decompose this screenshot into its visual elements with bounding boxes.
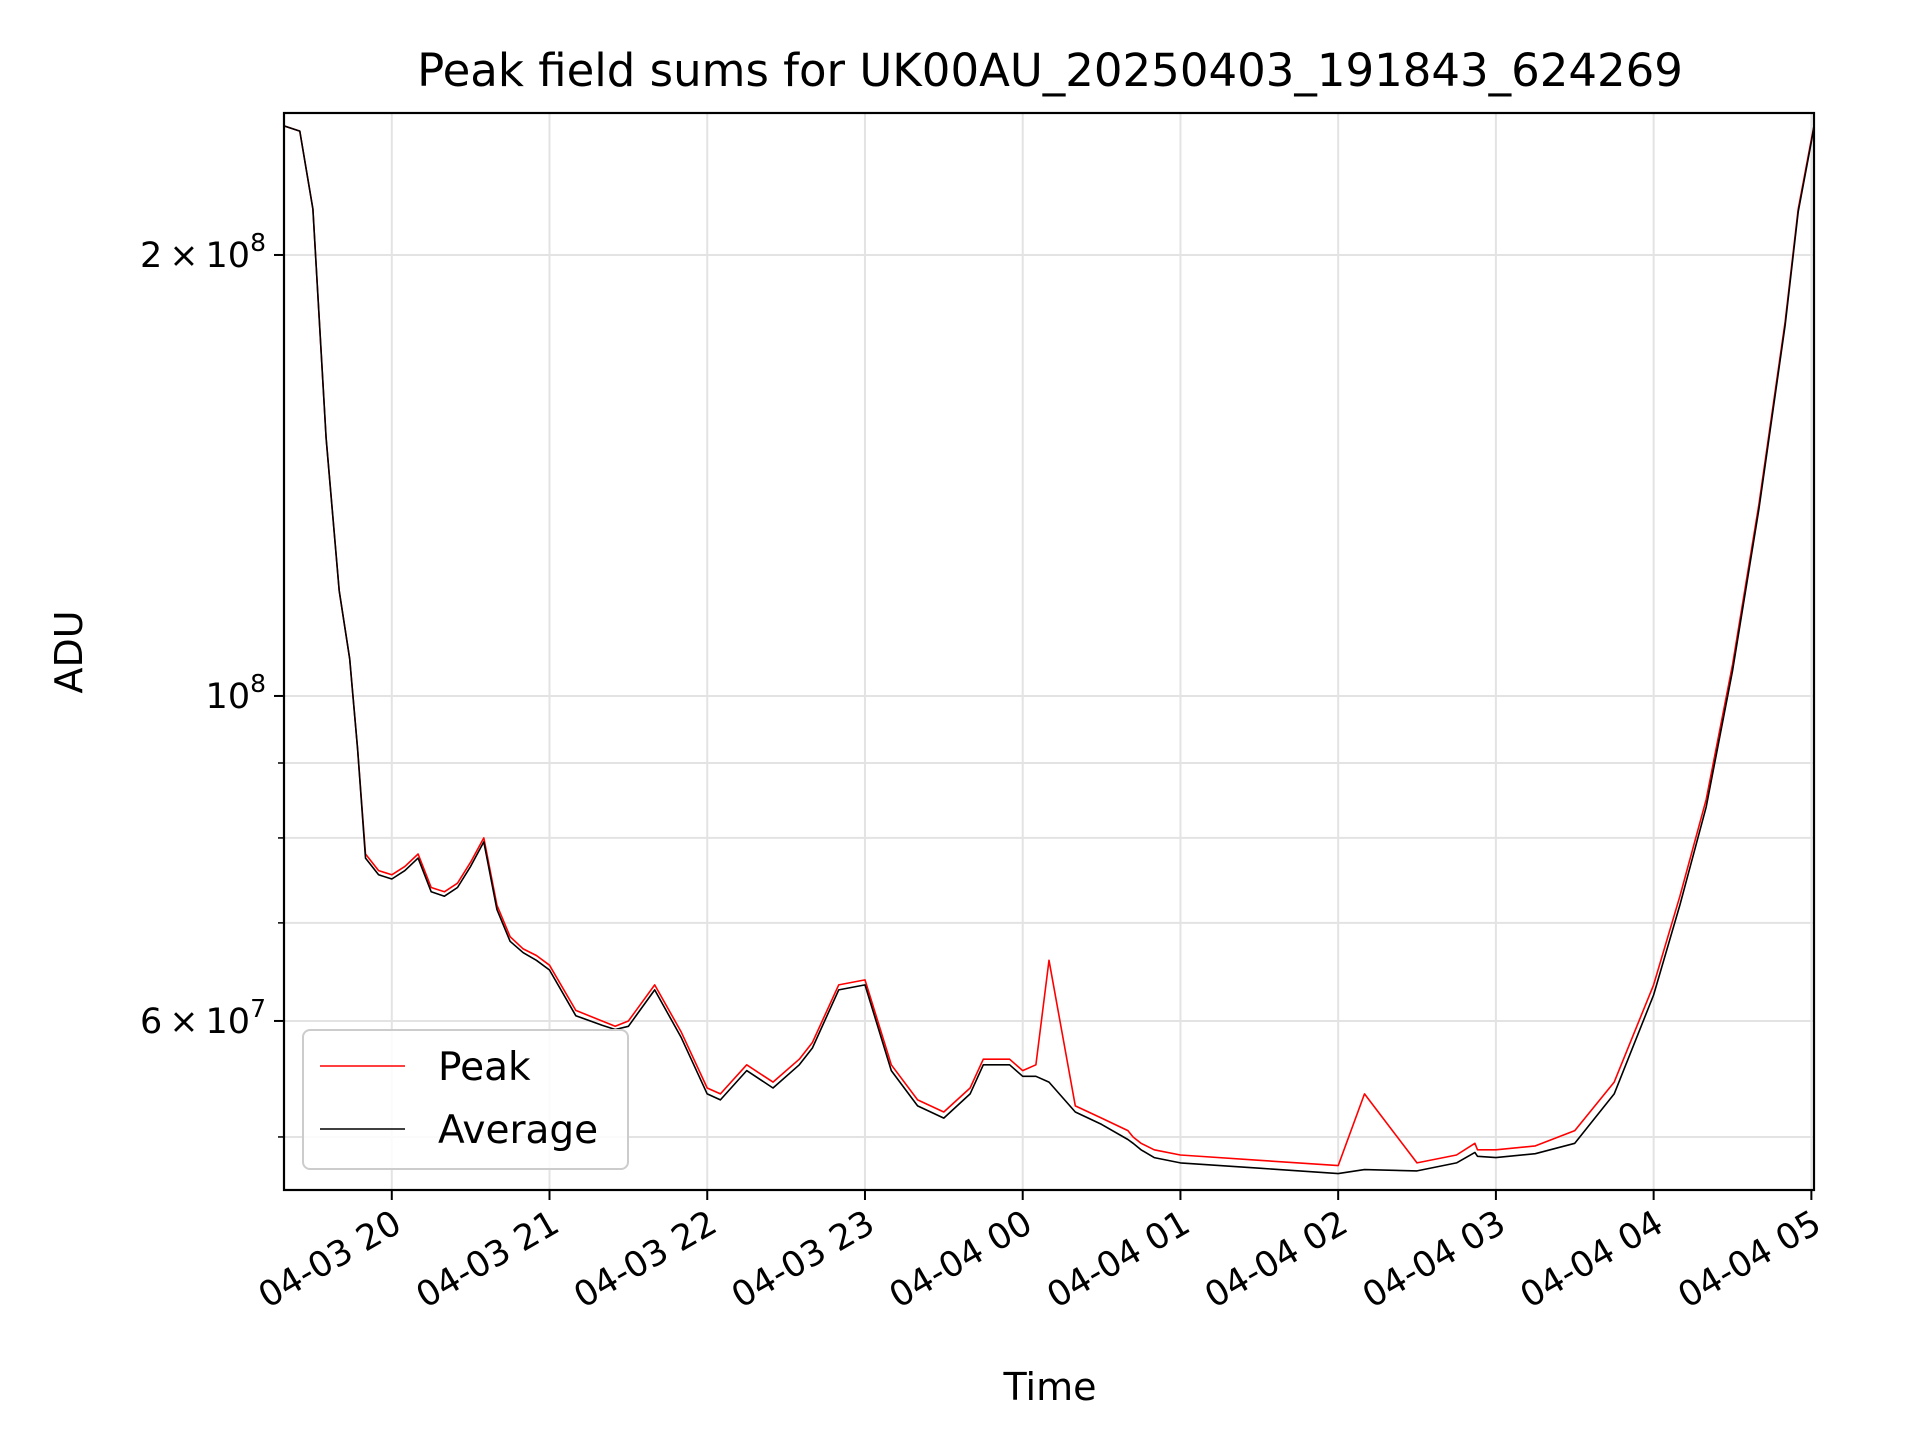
y-tick-label: 2 × 108	[140, 228, 266, 276]
series-line-average	[283, 125, 1815, 1175]
legend-label-peak: Peak	[438, 1045, 531, 1090]
plot-frame	[282, 111, 1816, 1192]
y-tick-label: 6 × 107	[140, 994, 266, 1042]
plot-lines	[283, 125, 1815, 1175]
y-tick-label: 108	[206, 669, 266, 717]
chart-title: Peak field sums for UK00AU_20250403_1918…	[417, 44, 1683, 97]
y-axis-label: ADU	[47, 610, 91, 693]
legend: Peak Average	[302, 1029, 629, 1170]
x-axis-label: Time	[1003, 1365, 1097, 1409]
legend-box	[302, 1029, 629, 1170]
legend-label-average: Average	[438, 1108, 598, 1153]
series-line-peak	[283, 125, 1815, 1167]
